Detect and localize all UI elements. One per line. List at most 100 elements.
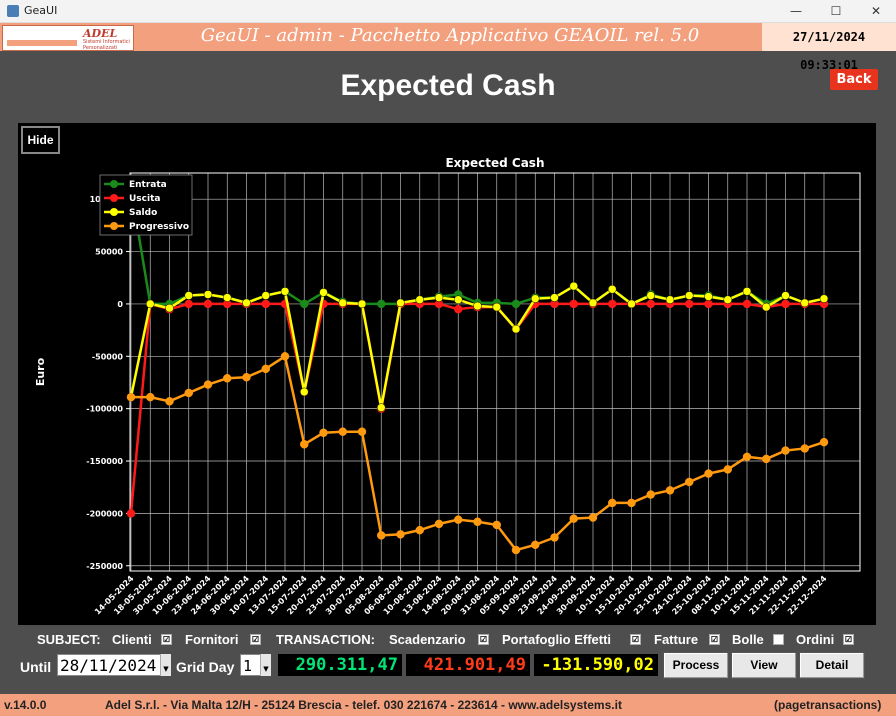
series-saldo-point bbox=[819, 294, 829, 303]
series-saldo-point bbox=[184, 291, 193, 300]
hide-button[interactable]: Hide bbox=[21, 126, 60, 154]
series-progressivo-point bbox=[242, 372, 251, 382]
chart-panel: Hide Expected Cash100000500000-50000-100… bbox=[18, 123, 876, 636]
window-title: GeaUI bbox=[24, 4, 58, 17]
series-progressivo-point bbox=[434, 519, 444, 529]
series-progressivo-point bbox=[742, 452, 752, 462]
filter-scadenzario-label: Scadenzario bbox=[389, 632, 466, 647]
series-saldo-point bbox=[646, 291, 655, 300]
series-saldo-point bbox=[800, 298, 809, 308]
y-tick-label: -200000 bbox=[86, 509, 123, 518]
series-uscita-point bbox=[203, 299, 213, 309]
series-saldo-point bbox=[396, 298, 405, 308]
y-tick-label: -50000 bbox=[92, 352, 124, 361]
series-progressivo-point bbox=[396, 530, 405, 539]
series-uscita-point bbox=[608, 299, 617, 309]
filter-clienti-checkbox[interactable]: ☑ bbox=[161, 634, 172, 645]
back-button[interactable]: Back bbox=[830, 69, 878, 90]
series-uscita-point bbox=[704, 299, 713, 309]
series-saldo-point bbox=[165, 303, 174, 313]
series-uscita-point bbox=[569, 299, 578, 309]
filter-fatture-checkbox[interactable]: ☑ bbox=[709, 634, 720, 645]
series-progressivo-point bbox=[531, 540, 540, 550]
filter-scadenzario-checkbox[interactable]: ☑ bbox=[478, 634, 489, 645]
legend-label: Entrata bbox=[129, 180, 167, 190]
until-label: Until bbox=[20, 659, 52, 675]
series-saldo-point bbox=[723, 295, 732, 304]
series-entrata-point bbox=[300, 299, 309, 309]
series-uscita-point bbox=[454, 304, 463, 314]
filter-fornitori-checkbox[interactable]: ☑ bbox=[250, 634, 261, 645]
series-saldo-point bbox=[300, 387, 309, 397]
minimize-button[interactable]: — bbox=[790, 4, 802, 18]
series-saldo-point bbox=[511, 324, 521, 334]
series-progressivo-point bbox=[819, 437, 829, 447]
filter-fatture-label: Fatture bbox=[654, 632, 699, 647]
series-uscita-point bbox=[742, 299, 752, 309]
series-saldo-point bbox=[473, 301, 482, 311]
series-saldo-point bbox=[665, 295, 675, 304]
series-saldo-point bbox=[280, 287, 290, 296]
detail-button[interactable]: Detail bbox=[799, 652, 865, 679]
series-progressivo-point bbox=[762, 454, 771, 464]
app-header: ADEL Sistemi Informatici Personalizzati … bbox=[0, 23, 896, 72]
until-date-input[interactable]: 28/11/2024 bbox=[57, 654, 171, 676]
status-footer: v.14.0.0 Adel S.r.l. - Via Malta 12/H - … bbox=[0, 694, 896, 716]
legend-swatch-marker bbox=[110, 180, 118, 188]
series-saldo-point bbox=[685, 291, 694, 300]
maximize-button[interactable]: ☐ bbox=[830, 4, 842, 18]
plot-frame bbox=[129, 172, 861, 572]
series-saldo-point bbox=[550, 293, 559, 302]
logo-subtext: Sistemi Informatici Personalizzati bbox=[83, 39, 130, 51]
series-saldo-point bbox=[223, 293, 232, 302]
filter-portafoglio-checkbox[interactable]: ☑ bbox=[630, 634, 641, 645]
series-uscita-point bbox=[126, 509, 136, 518]
series-progressivo-point bbox=[261, 364, 270, 374]
grid-day-spin-icon[interactable]: ▼ bbox=[260, 654, 271, 676]
series-progressivo-point bbox=[646, 490, 655, 499]
series-uscita-point bbox=[261, 299, 270, 309]
series-saldo-point bbox=[319, 288, 328, 297]
window-titlebar: GeaUI — ☐ ✕ bbox=[0, 0, 896, 23]
series-progressivo-point bbox=[280, 352, 290, 361]
series-saldo-point bbox=[608, 285, 617, 294]
series-saldo-point bbox=[742, 287, 752, 296]
series-progressivo-point bbox=[319, 428, 328, 437]
view-button[interactable]: View bbox=[731, 652, 797, 679]
chart-title-overlay: Expected Cash bbox=[445, 156, 544, 170]
series-progressivo-point bbox=[415, 525, 424, 535]
series-progressivo-point bbox=[800, 444, 809, 453]
close-window-button[interactable]: ✕ bbox=[870, 4, 882, 18]
series-progressivo-point bbox=[550, 533, 559, 542]
series-progressivo-point bbox=[203, 380, 213, 389]
transaction-label: TRANSACTION: bbox=[276, 632, 375, 647]
y-tick-label: 50000 bbox=[95, 248, 123, 257]
series-saldo-point bbox=[531, 294, 540, 303]
series-progressivo-point bbox=[492, 520, 501, 530]
x-axis-label: Data bbox=[470, 623, 499, 625]
filter-portafoglio-label: Portafoglio Effetti bbox=[502, 632, 612, 647]
date-picker-icon[interactable]: ▼ bbox=[160, 654, 171, 676]
series-saldo-point bbox=[781, 291, 790, 300]
legend-label: Saldo bbox=[129, 208, 157, 218]
series-progressivo-point bbox=[126, 392, 136, 402]
series-progressivo-point bbox=[608, 498, 617, 508]
app-icon bbox=[7, 5, 19, 17]
series-progressivo-point bbox=[588, 513, 598, 522]
y-tick-label: 0 bbox=[117, 300, 123, 309]
company-logo: ADEL Sistemi Informatici Personalizzati bbox=[2, 25, 134, 51]
series-progressivo-point bbox=[511, 545, 521, 555]
series-saldo-point bbox=[203, 290, 213, 299]
series-saldo-point bbox=[261, 291, 270, 300]
y-tick-label: -150000 bbox=[86, 457, 123, 466]
series-uscita-point bbox=[685, 299, 694, 309]
grid-day-label: Grid Day bbox=[176, 659, 235, 675]
process-button[interactable]: Process bbox=[663, 652, 729, 679]
datetime-display: 27/11/2024 09:33:01 bbox=[762, 23, 896, 72]
legend-label: Progressivo bbox=[129, 222, 189, 232]
filter-ordini-checkbox[interactable]: ☑ bbox=[843, 634, 854, 645]
filter-bolle-checkbox[interactable] bbox=[773, 634, 784, 645]
series-saldo-point bbox=[357, 299, 367, 309]
series-progressivo-point bbox=[377, 531, 386, 540]
series-progressivo-point bbox=[781, 446, 790, 455]
